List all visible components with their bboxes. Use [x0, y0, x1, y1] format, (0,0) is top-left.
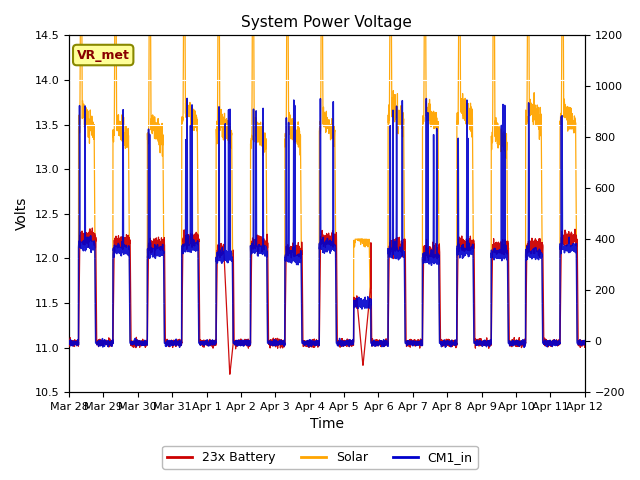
Y-axis label: Volts: Volts: [15, 197, 29, 230]
Title: System Power Voltage: System Power Voltage: [241, 15, 412, 30]
Legend: 23x Battery, Solar, CM1_in: 23x Battery, Solar, CM1_in: [163, 446, 477, 469]
Text: VR_met: VR_met: [77, 48, 130, 61]
X-axis label: Time: Time: [310, 418, 344, 432]
